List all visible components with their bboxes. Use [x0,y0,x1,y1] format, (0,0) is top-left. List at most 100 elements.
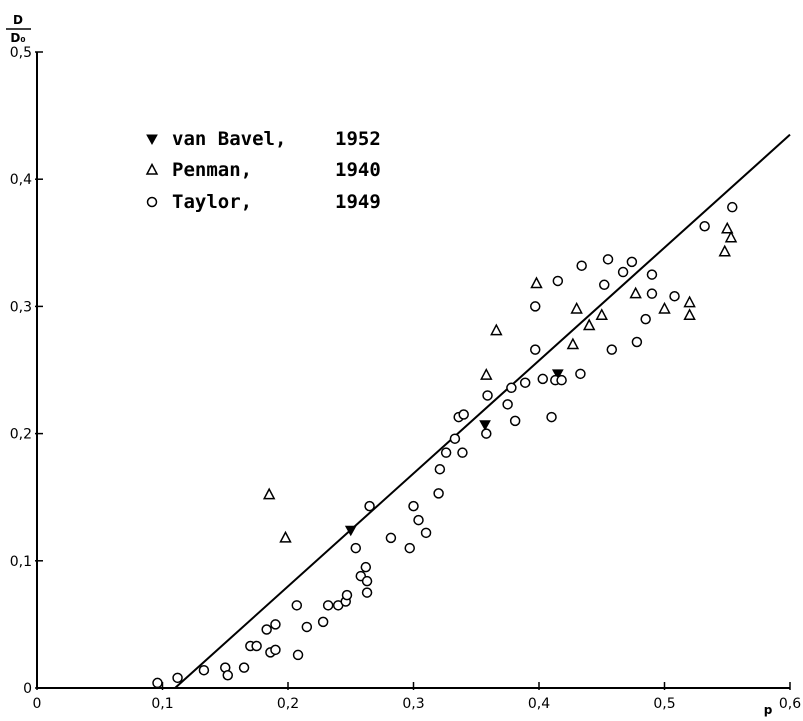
data-point-circle [458,409,469,420]
data-point-circle [408,500,419,512]
data-point-triangle [480,367,493,380]
y-tick-label: 0 [23,681,32,697]
y-axis-label-denominator: D₀ [10,31,25,45]
data-point-circle [270,619,281,630]
data-point-circle [413,514,424,526]
data-point-circle [360,561,372,573]
data-point-triangle [490,323,503,336]
data-point-circle [291,600,303,611]
data-point-circle [640,313,651,325]
data-point-circle [509,415,521,427]
x-tick-label: 0,4 [528,696,550,712]
data-point-circle [350,542,362,554]
legend-label: van Bavel, [172,128,286,150]
axes [36,52,790,689]
x-tick-label: 0,1 [151,696,173,712]
data-point-circle [172,672,183,684]
data-point-triangle [566,337,580,350]
x-tick-label: 0,2 [277,696,299,712]
data-point-circle [434,463,446,475]
data-point-circle [317,616,329,628]
data-point-circle [420,527,432,539]
data-point-circle [546,411,557,423]
x-tick-label: 0 [33,696,42,712]
data-point-circle [292,649,304,661]
ticks: 0 0,1 0,2 0,3 0,4 0,5 0,6 0 0,1 0,2 0,3 0,4 0,5 [10,45,801,712]
data-point-circle [364,500,375,512]
trend-line-group [174,133,791,689]
data-point-circle [502,399,513,410]
data-point-triangle [721,221,734,234]
data-point-circle [222,670,234,681]
data-point-circle [404,542,415,554]
data-point-triangle [570,301,583,314]
data-point-circle [646,269,658,280]
data-point-triangle [344,525,357,537]
x-axis-label: p [764,703,773,717]
legend-marker [146,134,158,146]
data-point-circle [699,221,710,232]
data-point-triangle [683,308,696,321]
data-point-circle [669,290,680,302]
data-point-triangle [262,487,276,500]
data-point-circle [631,336,643,348]
data-point-triangle [551,369,564,380]
data-point-triangle [718,244,731,257]
data-point-circle [361,575,373,587]
y-tick-label: 0,1 [10,554,32,570]
data-point-circle [322,600,334,611]
data-point-triangle [595,308,608,321]
data-point-circle [575,368,586,380]
axis-labels: D D₀ p [6,13,773,717]
data-point-circle [385,532,397,544]
legend-label: Penman, [172,159,252,181]
y-tick-label: 0,4 [10,172,32,188]
data-point-circle [537,373,549,385]
data-point-circle [449,433,461,444]
data-points [152,201,738,689]
legend-label: Taylor, [172,191,252,213]
data-point-circle [599,279,610,291]
data-point-circle [341,589,353,601]
data-point-circle [576,260,587,271]
legend-year: 1949 [335,191,381,213]
data-point-circle [529,344,541,355]
data-point-triangle [479,420,491,431]
data-point-circle [361,587,373,598]
data-point-circle [238,662,250,673]
data-point-circle [529,301,541,312]
legend: van Bavel, 1952 Penman, 1940 Taylor, 1949 [145,128,381,213]
data-point-circle [457,447,468,458]
x-tick-label: 0,5 [653,696,675,712]
trend-line [174,133,791,689]
data-point-circle [481,428,492,439]
data-point-circle [626,256,638,268]
data-point-circle [519,377,531,388]
legend-year: 1952 [335,128,381,150]
data-point-circle [617,266,629,278]
data-point-circle [482,390,493,401]
data-point-circle [646,288,658,299]
legend-marker [145,162,159,175]
data-point-triangle [629,286,642,299]
data-point-triangle [582,318,596,331]
data-point-triangle [683,295,696,308]
data-point-circle [606,344,618,355]
y-tick-label: 0,3 [10,299,32,315]
data-point-circle [198,664,210,676]
y-tick-label: 0,5 [10,45,32,61]
data-point-triangle [658,301,671,314]
data-point-circle [301,621,313,633]
x-tick-label: 0,6 [779,696,801,712]
data-point-circle [506,382,517,394]
legend-year: 1940 [335,159,381,181]
data-point-circle [251,640,262,652]
data-point-circle [440,447,452,458]
data-point-triangle [279,530,292,543]
legend-marker [146,196,158,208]
x-tick-label: 0,3 [402,696,424,712]
data-point-circle [602,254,614,265]
data-point-circle [261,624,272,635]
data-point-triangle [724,230,738,243]
